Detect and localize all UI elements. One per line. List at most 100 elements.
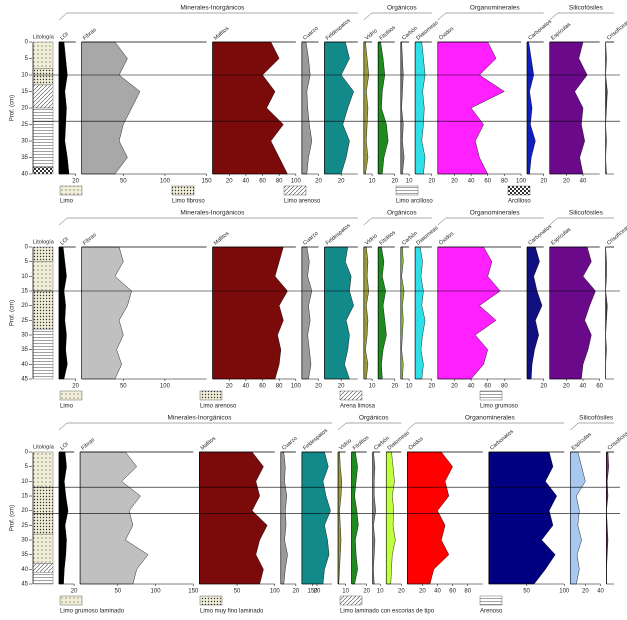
y-axis-label: Prof. (cm) xyxy=(10,505,16,531)
x-tick-label: 80 xyxy=(276,384,283,390)
x-tick-label: 10 xyxy=(377,589,384,595)
x-tick-label: 100 xyxy=(160,384,171,390)
legend-swatch xyxy=(59,595,83,606)
x-tick-label: 20 xyxy=(363,589,370,595)
group-bracket xyxy=(549,12,614,21)
y-tick-label: 30 xyxy=(21,333,28,339)
x-tick-label: 100 xyxy=(270,589,281,595)
legend-label: Arena limosa xyxy=(340,404,376,410)
legend-label: Limo fibroso xyxy=(172,199,205,205)
column-header: Feldespatos xyxy=(325,18,352,42)
y-tick-label: 0 xyxy=(25,245,29,251)
x-tick-label: 20 xyxy=(338,384,345,390)
x-tick-label: 60 xyxy=(484,179,491,185)
x-tick-label: 60 xyxy=(596,384,603,390)
x-tick-label: 20 xyxy=(391,179,398,185)
y-tick-label: 5 xyxy=(25,56,29,62)
column-header: Diatomeas xyxy=(415,20,439,42)
y-tick-label: 25 xyxy=(21,523,28,529)
legend-swatch xyxy=(59,390,83,401)
column-header: Fibras xyxy=(82,27,98,42)
lithology-layer xyxy=(32,290,54,330)
area xyxy=(81,41,141,175)
column-header: Cuarzo xyxy=(281,436,298,452)
y-tick-label: 5 xyxy=(25,259,29,265)
column-header: Espículas xyxy=(571,432,593,452)
x-tick-label: 20 xyxy=(428,179,435,185)
group-bracket xyxy=(58,217,358,226)
legend-swatch xyxy=(507,185,531,196)
x-tick-label: 100 xyxy=(160,179,171,185)
y-tick-label: 45 xyxy=(21,582,28,588)
x-tick-label: 20 xyxy=(72,179,79,185)
legend-swatch xyxy=(199,390,223,401)
x-tick-label: 20 xyxy=(226,384,233,390)
area xyxy=(81,246,132,380)
x-tick-label: 20 xyxy=(314,589,321,595)
area xyxy=(280,451,288,585)
column-header: Carbonatos xyxy=(527,224,553,247)
area xyxy=(549,246,596,380)
area xyxy=(526,41,536,175)
y-tick-label: 30 xyxy=(21,538,28,544)
x-tick-label: 20 xyxy=(540,179,547,185)
column-header: Vidrio xyxy=(364,233,379,247)
x-tick-label: 10 xyxy=(406,384,413,390)
column-header: Carbonatos xyxy=(527,19,553,42)
area xyxy=(58,41,70,175)
group-label: Organominerales xyxy=(470,210,521,217)
x-tick-label: 20 xyxy=(315,384,322,390)
group-label: Minerales-Inorgánicos xyxy=(180,5,245,12)
x-tick-label: 20 xyxy=(451,179,458,185)
x-tick-label: 60 xyxy=(259,179,266,185)
group-bracket xyxy=(337,422,402,431)
x-tick-label: 150 xyxy=(202,179,213,185)
y-tick-label: 40 xyxy=(21,362,28,368)
x-tick-label: 60 xyxy=(259,384,266,390)
column-header: LOI xyxy=(59,441,70,452)
column-header: Mafitos xyxy=(213,230,231,246)
area xyxy=(363,246,370,380)
y-axis-label: Prof. (cm) xyxy=(10,300,16,326)
legend-swatch xyxy=(339,390,363,401)
area xyxy=(324,41,354,175)
column-header: Diatomeas xyxy=(415,225,439,247)
column-header: Crisofíceas xyxy=(606,19,627,41)
area xyxy=(212,246,288,380)
x-tick-label: 100 xyxy=(559,589,570,595)
group-bracket xyxy=(437,12,544,21)
legend-label: Limo arenoso xyxy=(200,404,237,410)
x-tick-label: 20 xyxy=(563,179,570,185)
x-tick-label: 80 xyxy=(501,384,508,390)
column-header: Carbonatos xyxy=(489,429,515,452)
lithology-layer xyxy=(32,167,54,175)
lithology-layer xyxy=(32,572,54,585)
panels: Prof. (cm) 0 5 10 15 20 25 30 35 40 Litología 20 LOI… xyxy=(10,5,627,615)
y-tick-label: 35 xyxy=(21,552,28,558)
area xyxy=(301,246,313,380)
group-label: Organominerales xyxy=(470,5,521,12)
x-tick-label: 100 xyxy=(291,179,302,185)
group-label: Silicofósiles xyxy=(569,210,604,217)
column-header: Vidrio xyxy=(364,28,379,42)
lithology-layer xyxy=(32,246,54,262)
group-label: Minerales-Inorgánicos xyxy=(168,415,233,422)
group-bracket xyxy=(363,217,432,226)
group-label: Silicofósiles xyxy=(579,415,614,422)
legend-swatch xyxy=(59,185,83,196)
area xyxy=(526,246,543,380)
legend-swatch xyxy=(395,185,419,196)
legend-swatch xyxy=(283,185,307,196)
column-header: Vidrio xyxy=(338,438,353,452)
column-header: Cuarzo xyxy=(302,231,319,247)
lithology-layer xyxy=(32,261,54,292)
x-tick-label: 20 xyxy=(338,179,345,185)
x-tick-label: 100 xyxy=(516,179,527,185)
legend-label: Limo muy fino laminado xyxy=(200,609,264,615)
group-label: Orgánicos xyxy=(387,5,417,12)
x-tick-label: 20 xyxy=(315,179,322,185)
x-tick-label: 40 xyxy=(468,384,475,390)
legend-label: Limo xyxy=(60,404,74,410)
area xyxy=(58,451,69,585)
